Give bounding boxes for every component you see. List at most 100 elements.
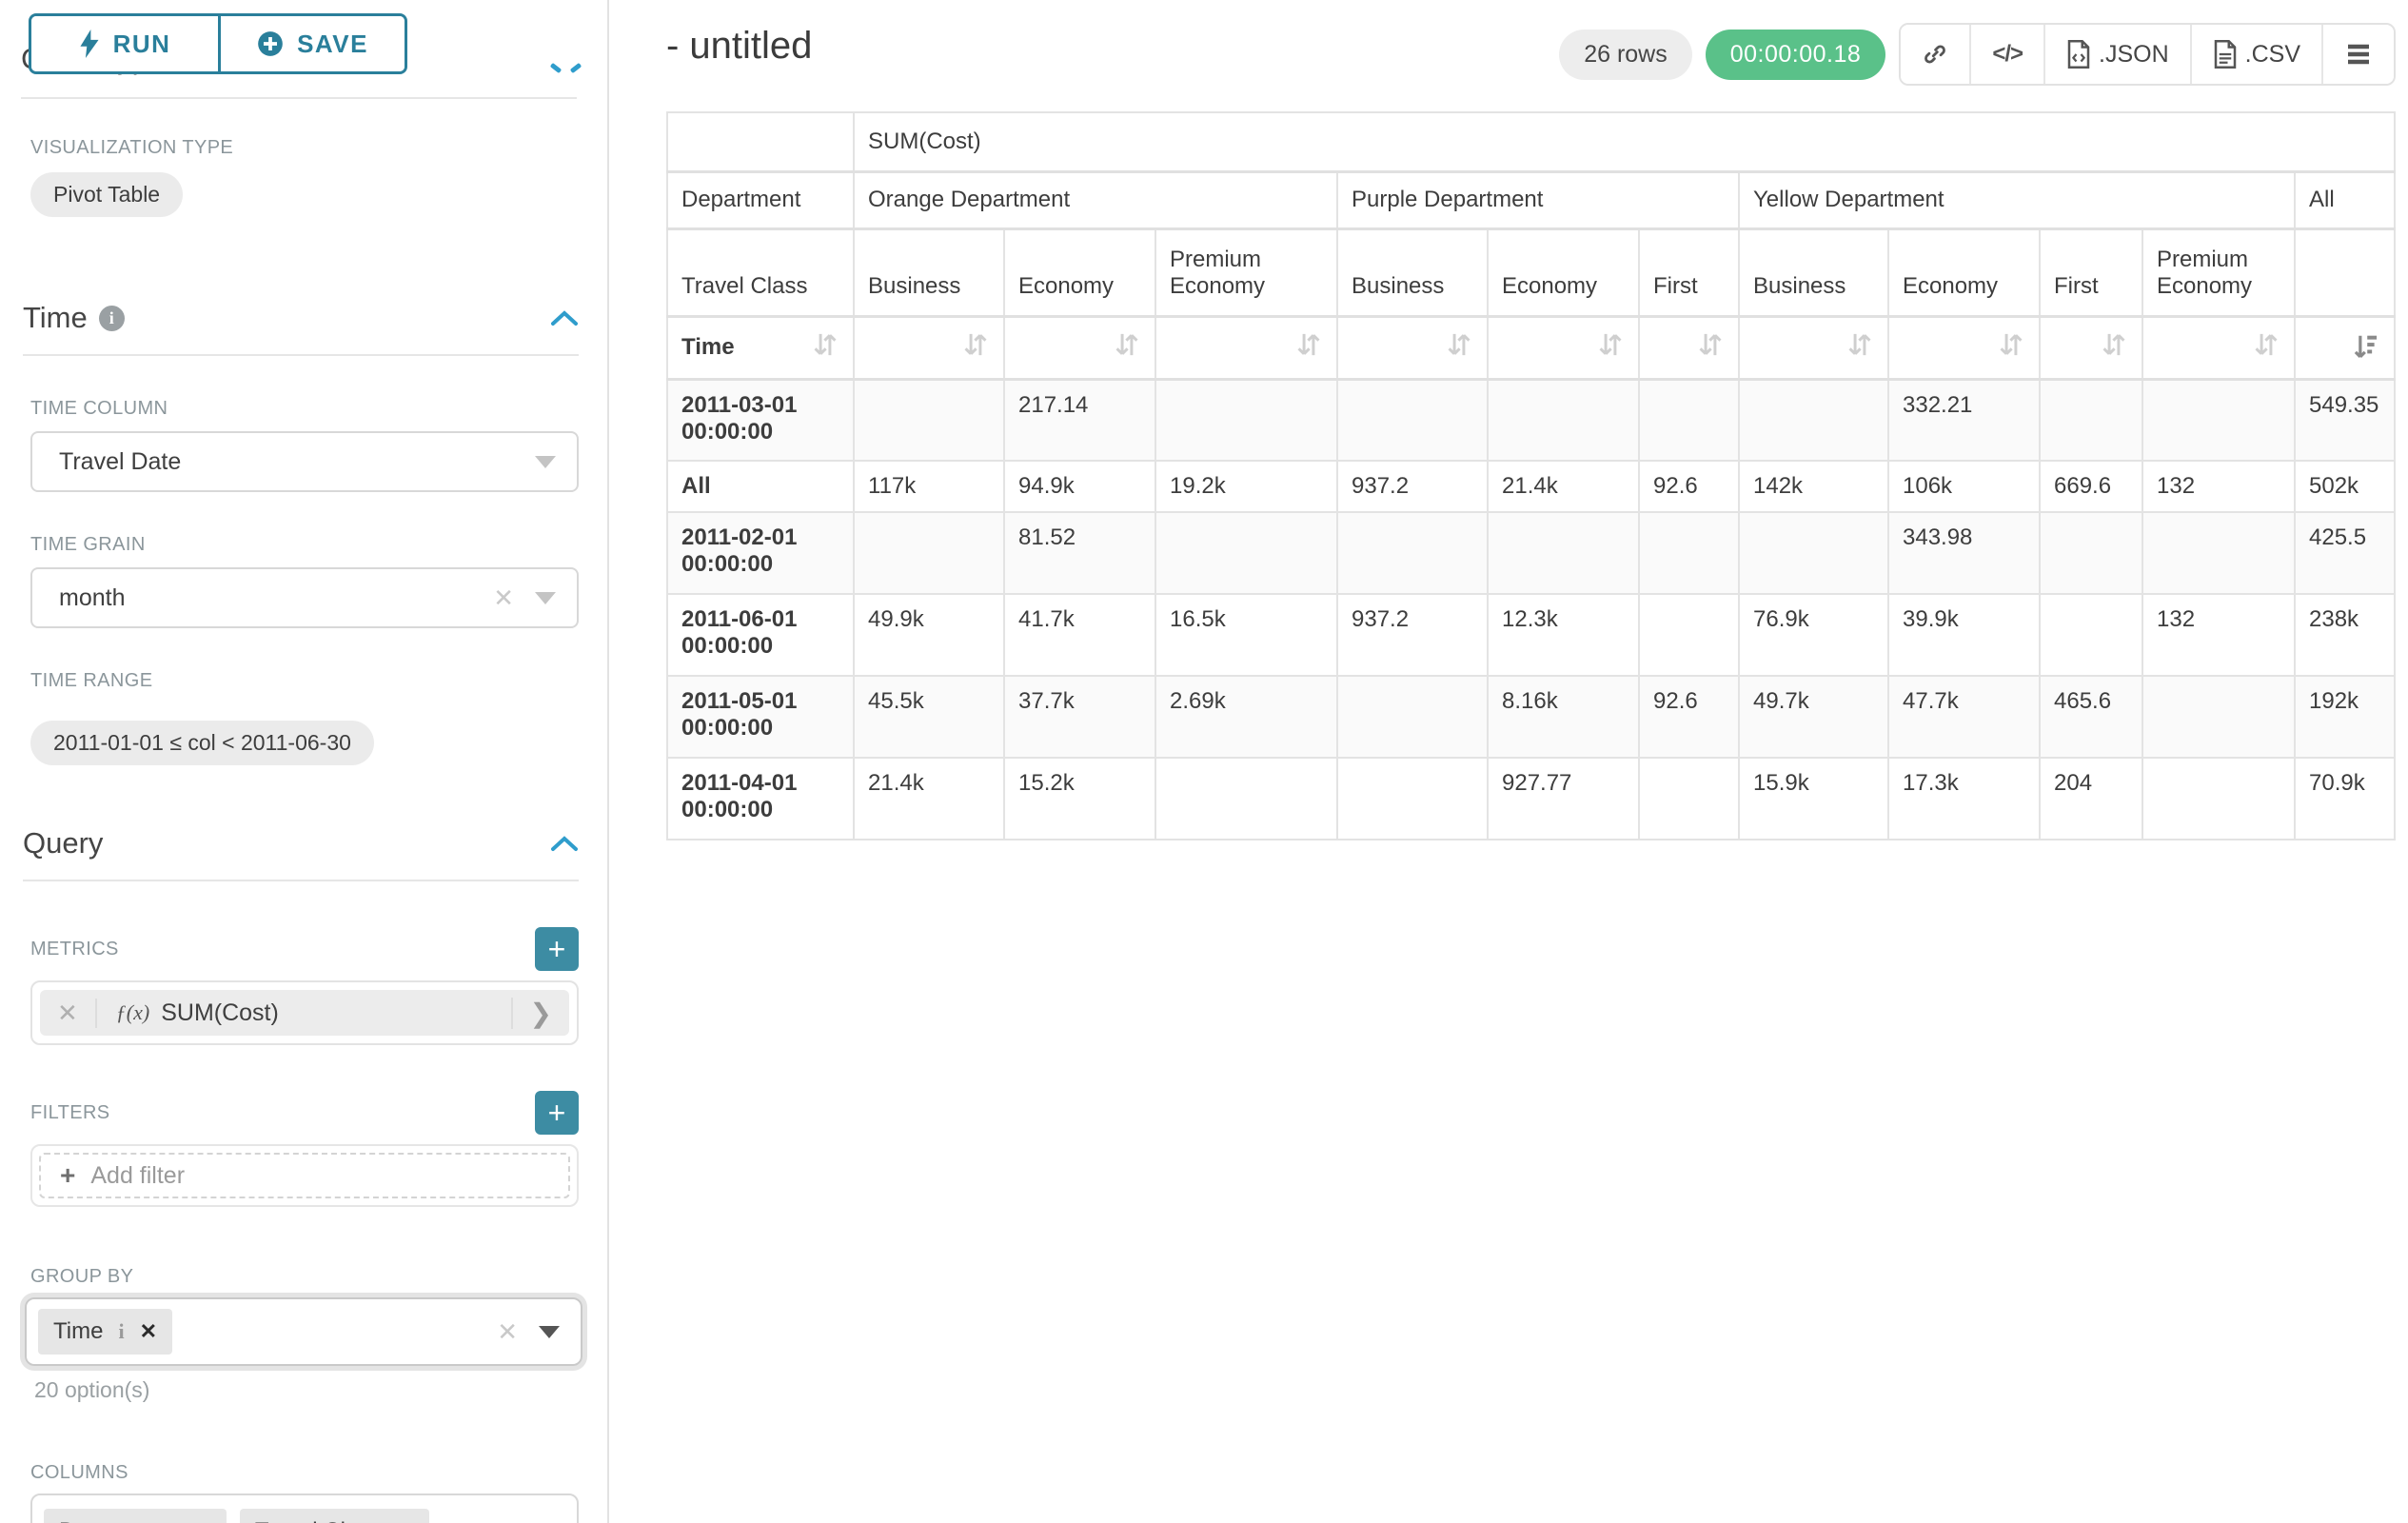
sort-icon[interactable] bbox=[2100, 329, 2128, 360]
sort-icon[interactable] bbox=[1845, 329, 1874, 360]
tag-label: Department bbox=[59, 1518, 178, 1523]
remove-tag-icon[interactable]: ✕ bbox=[139, 1319, 158, 1343]
sort-icon[interactable] bbox=[1696, 329, 1725, 360]
cell bbox=[2039, 378, 2143, 462]
filters-box: + Add filter bbox=[30, 1144, 579, 1207]
sort-icon[interactable] bbox=[1445, 329, 1473, 360]
cell bbox=[1155, 757, 1338, 841]
cell: 12.3k bbox=[1487, 593, 1640, 677]
menu-button[interactable] bbox=[2323, 25, 2394, 84]
metrics-label-row: METRICS + bbox=[30, 927, 579, 971]
chevron-down-icon bbox=[535, 591, 556, 604]
chevron-right-icon[interactable]: ❯ bbox=[510, 997, 569, 1029]
cell: 41.7k bbox=[1003, 593, 1156, 677]
time-grain-field: TIME GRAIN month ✕ bbox=[30, 534, 579, 628]
cell: 669.6 bbox=[2039, 460, 2143, 513]
time-column-field: TIME COLUMN Travel Date bbox=[30, 398, 579, 492]
cell bbox=[2142, 378, 2296, 462]
cell bbox=[1738, 511, 1889, 595]
chevron-up-icon[interactable] bbox=[549, 62, 563, 74]
row-count-badge: 26 rows bbox=[1559, 29, 1692, 80]
group-by-tag[interactable]: Time i ✕ bbox=[38, 1309, 173, 1355]
remove-metric-icon[interactable]: ✕ bbox=[40, 998, 97, 1028]
cell: 16.5k bbox=[1155, 593, 1338, 677]
chevron-down-icon bbox=[539, 1325, 560, 1338]
sort-icon[interactable] bbox=[2252, 329, 2280, 360]
cell bbox=[1638, 378, 1740, 462]
add-filter-button[interactable]: + Add filter bbox=[39, 1153, 570, 1198]
metric-name: SUM(Cost) bbox=[161, 999, 279, 1026]
export-json-button[interactable]: .JSON bbox=[2045, 25, 2192, 84]
columns-select[interactable]: Department ✕ Travel Class ✕ ✕ bbox=[30, 1493, 579, 1523]
clear-icon[interactable]: ✕ bbox=[493, 583, 514, 612]
time-grain-value: month bbox=[59, 583, 126, 611]
export-csv-button[interactable]: .CSV bbox=[2191, 25, 2323, 84]
time-column-select[interactable]: Travel Date bbox=[30, 431, 579, 492]
json-label: .JSON bbox=[2099, 40, 2169, 68]
metric-pill[interactable]: ✕ ƒ(x) SUM(Cost) ❯ bbox=[40, 990, 569, 1036]
columns-tag[interactable]: Department ✕ bbox=[44, 1509, 227, 1523]
csv-label: .CSV bbox=[2244, 40, 2300, 68]
cell: 204 bbox=[2039, 757, 2143, 841]
cell: 70.9k bbox=[2294, 757, 2396, 841]
sub-col-header: Premium Economy bbox=[2142, 227, 2296, 318]
remove-tag-icon[interactable]: ✕ bbox=[396, 1519, 413, 1523]
columns-label: COLUMNS bbox=[30, 1462, 128, 1483]
metric-header-cell: SUM(Cost) bbox=[853, 111, 2396, 172]
cell bbox=[2142, 757, 2296, 841]
cell bbox=[1638, 511, 1740, 595]
col-group-header: All bbox=[2294, 169, 2396, 230]
chevron-up-icon[interactable] bbox=[550, 835, 579, 852]
cell: 142k bbox=[1738, 460, 1889, 513]
sort-icon[interactable] bbox=[1997, 329, 2025, 360]
time-column-value: Travel Date bbox=[59, 447, 182, 475]
cell: 15.2k bbox=[1003, 757, 1156, 841]
cell: 39.9k bbox=[1887, 593, 2041, 677]
query-section-header[interactable]: Query bbox=[23, 826, 579, 881]
cell bbox=[1638, 757, 1740, 841]
row-header: 2011-03-01 00:00:00 bbox=[666, 378, 855, 462]
filters-label-row: FILTERS + bbox=[30, 1091, 579, 1135]
sort-icon[interactable] bbox=[961, 329, 990, 360]
remove-tag-icon[interactable]: ✕ bbox=[193, 1519, 210, 1523]
sub-col-header bbox=[2294, 227, 2396, 318]
chevron-up-icon[interactable] bbox=[550, 309, 579, 326]
cell bbox=[1487, 378, 1640, 462]
run-button[interactable]: RUN bbox=[31, 16, 218, 71]
travel-class-axis-label: Travel Class bbox=[666, 227, 855, 318]
columns-tag[interactable]: Travel Class ✕ bbox=[239, 1509, 429, 1523]
sort-icon[interactable] bbox=[1596, 329, 1625, 360]
time-section-header[interactable]: Time i bbox=[23, 301, 579, 356]
sort-icon[interactable] bbox=[1294, 329, 1323, 360]
row-header: 2011-06-01 00:00:00 bbox=[666, 593, 855, 677]
sub-col-header: Business bbox=[1738, 227, 1889, 318]
sort-descending-active-icon[interactable] bbox=[2352, 332, 2380, 363]
time-grain-label: TIME GRAIN bbox=[30, 534, 146, 555]
csv-file-icon bbox=[2214, 40, 2236, 69]
time-grain-select[interactable]: month ✕ bbox=[30, 567, 579, 628]
sort-icon[interactable] bbox=[1113, 329, 1141, 360]
pivot-table-container: SUM(Cost) Department Orange Department P… bbox=[666, 111, 2396, 841]
control-panel: Chart Type RUN SAVE bbox=[0, 0, 609, 1523]
share-link-button[interactable] bbox=[1901, 25, 1972, 84]
save-button[interactable]: SAVE bbox=[218, 16, 405, 71]
filters-label: FILTERS bbox=[30, 1101, 110, 1123]
add-filter-plus-button[interactable]: + bbox=[535, 1091, 579, 1135]
hamburger-menu-icon bbox=[2348, 44, 2369, 65]
clear-icon[interactable]: ✕ bbox=[497, 1316, 518, 1346]
query-section-title: Query bbox=[23, 826, 104, 860]
cell: 937.2 bbox=[1336, 593, 1489, 677]
panel-top: Chart Type RUN SAVE bbox=[0, 0, 607, 99]
run-label: RUN bbox=[112, 29, 171, 58]
add-metric-button[interactable]: + bbox=[535, 927, 579, 971]
sort-icon[interactable] bbox=[811, 329, 839, 360]
cell bbox=[853, 378, 1005, 462]
chevron-up-icon[interactable] bbox=[569, 62, 582, 74]
group-by-select[interactable]: Time i ✕ ✕ bbox=[25, 1297, 582, 1366]
table-row: 2011-04-01 00:00:00 21.4k 15.2k 927.77 1… bbox=[666, 757, 2396, 841]
cell: 425.5 bbox=[2294, 511, 2396, 595]
time-range-pill[interactable]: 2011-01-01 ≤ col < 2011-06-30 bbox=[30, 721, 374, 765]
view-query-button[interactable]: </> bbox=[1971, 25, 2046, 84]
viz-type-pill[interactable]: Pivot Table bbox=[30, 172, 184, 217]
